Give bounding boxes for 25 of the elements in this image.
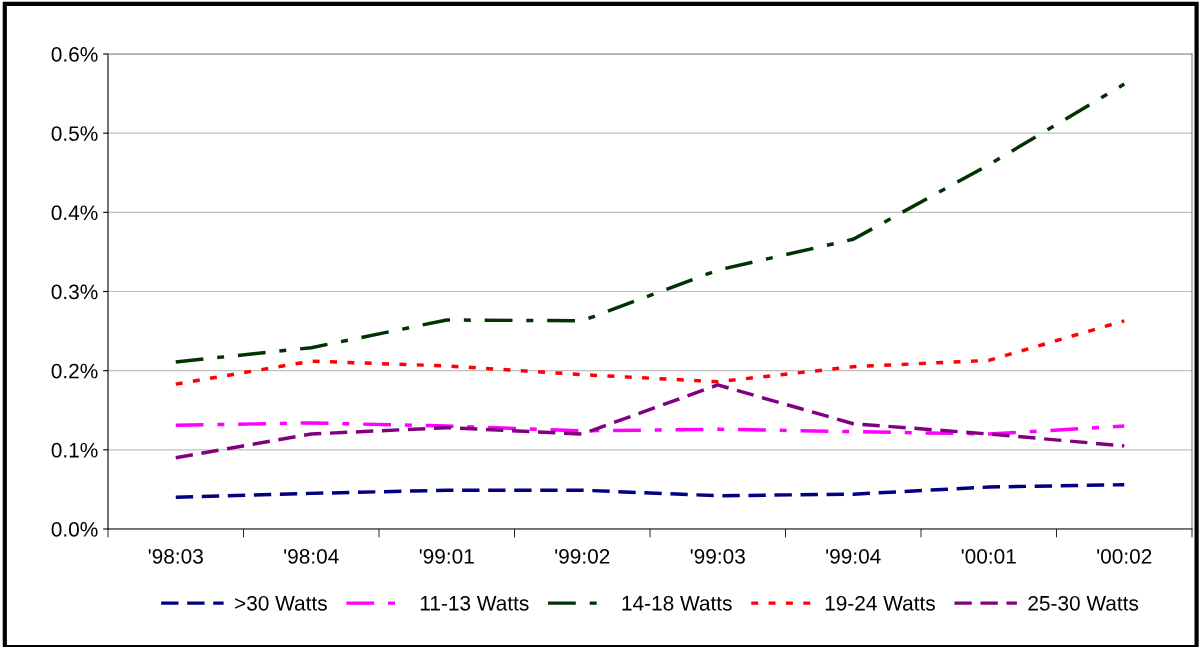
x-tick-label: '00:01 [961,548,1016,564]
line-series [174,319,1126,386]
x-tick-label: '99:02 [555,548,610,564]
y-tick-label: 0.2% [51,363,98,379]
y-tick-label: 0.4% [51,205,98,221]
line-series [174,82,1126,364]
line-series [174,482,1126,500]
x-tick-label: '98:04 [284,548,339,564]
legend-label: >30 Watts [235,595,327,611]
legend-label: 25-30 Watts [1028,595,1139,611]
y-tick-label: 0.0% [51,522,98,537]
x-tick-label: '00:02 [1097,548,1152,564]
y-tick-label: 0.1% [51,442,98,458]
legend-label: 19-24 Watts [825,595,935,611]
y-tick-label: 0.3% [51,284,98,300]
x-tick-label: '99:03 [690,548,745,564]
line-series [174,383,1126,460]
legend-label: 11-13 Watts [420,595,529,611]
line-series [174,421,1126,436]
legend-label: 14-18 Watts [622,595,732,611]
y-tick-label: 0.6% [51,47,98,62]
x-tick-label: '99:01 [419,548,474,564]
y-tick-label: 0.5% [51,126,98,141]
x-tick-label: '98:03 [148,548,203,564]
x-tick-label: '99:04 [826,548,881,564]
